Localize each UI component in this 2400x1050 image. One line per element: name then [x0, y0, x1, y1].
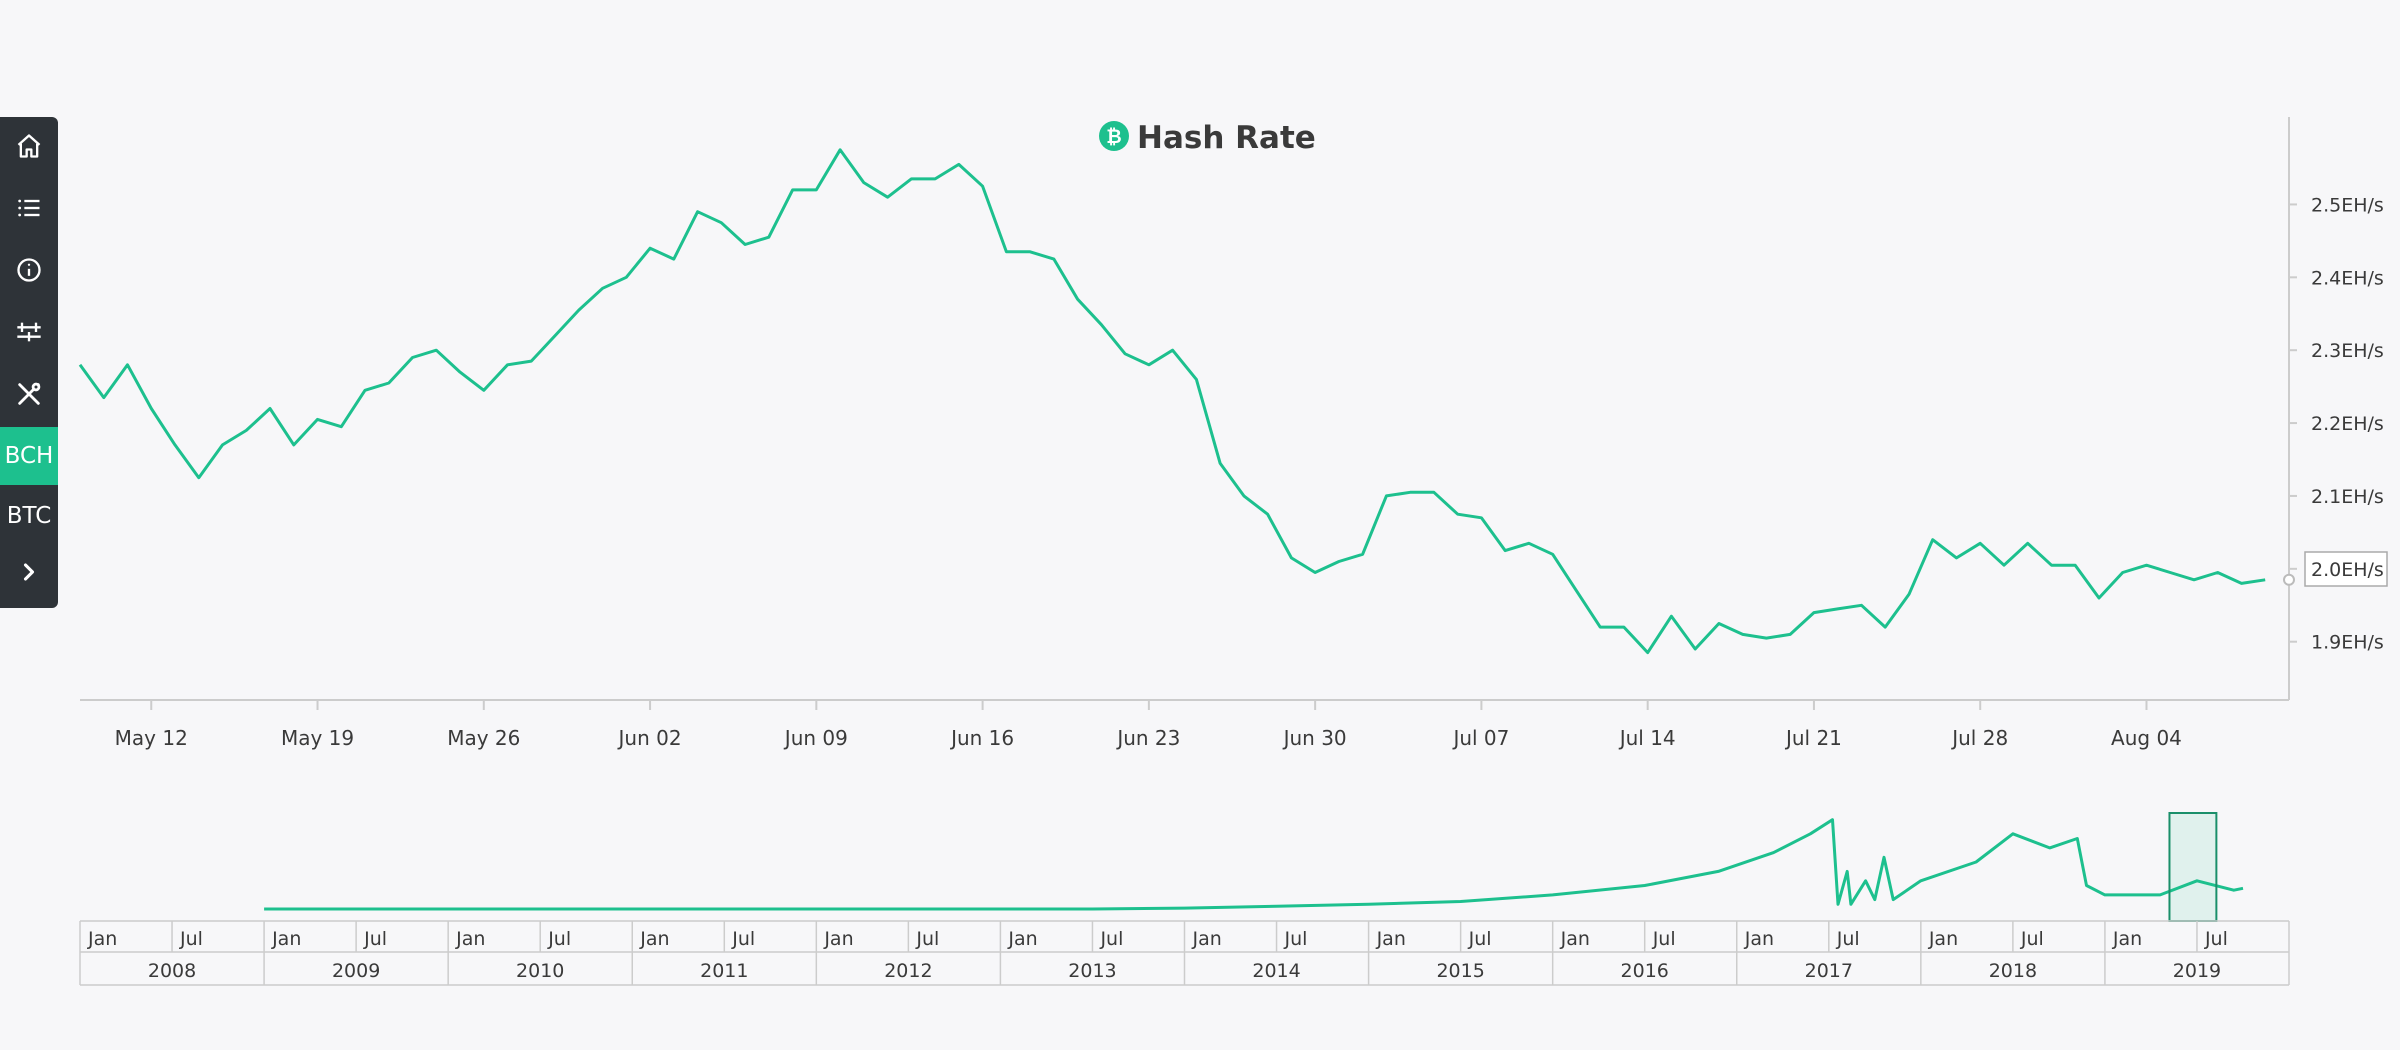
navigator-month-label: Jan [1192, 928, 1222, 950]
navigator-year-label: 2015 [1436, 960, 1484, 982]
tools-icon [18, 382, 41, 405]
btc-label: BTC [6, 503, 52, 529]
navigator-month-label: Jul [1836, 928, 1860, 950]
navigator-month-label: Jan [1744, 928, 1774, 950]
navigator-month-label: Jul [363, 928, 387, 950]
current-value-label: 2.0EH/s [2311, 559, 2384, 581]
x-tick-label: Aug 04 [2111, 726, 2182, 750]
sidebar-item-expand[interactable] [0, 543, 58, 601]
sidebar: BCH BTC [0, 117, 58, 608]
sidebar-item-btc[interactable]: BTC [0, 487, 58, 545]
sidebar-item-info[interactable] [0, 241, 58, 299]
navigator-month-label: Jan [1376, 928, 1406, 950]
navigator-year-label: 2010 [516, 960, 564, 982]
navigator-year-label: 2012 [884, 960, 932, 982]
navigator-month-label: Jul [547, 928, 571, 950]
navigator-series-line [264, 818, 2244, 911]
navigator-month-label: Jul [2020, 928, 2044, 950]
navigator-month-label: Jan [2112, 928, 2142, 950]
x-tick-label: May 19 [281, 726, 354, 750]
navigator-year-label: 2011 [700, 960, 748, 982]
navigator-year-label: 2019 [2173, 960, 2221, 982]
navigator-month-label: Jan [87, 928, 117, 950]
x-tick-label: Jun 02 [617, 726, 682, 750]
x-tick-label: Jun 09 [783, 726, 848, 750]
series-line-hash-rate [78, 148, 2266, 655]
x-tick-label: Jun 16 [949, 726, 1014, 750]
x-tick-label: Jul 14 [1618, 726, 1676, 750]
bch-label: BCH [4, 443, 54, 469]
sidebar-item-settings[interactable] [0, 303, 58, 361]
navigator-selection[interactable] [2168, 812, 2218, 922]
navigator-month-label: Jan [455, 928, 485, 950]
navigator-month-label: Jul [2204, 928, 2228, 950]
navigator-month-label: Jan [823, 928, 853, 950]
sidebar-item-list[interactable] [0, 179, 58, 237]
current-value-badge: 2.0EH/s [2304, 551, 2388, 587]
current-value-marker [2283, 573, 2295, 586]
sidebar-item-home[interactable] [0, 117, 58, 175]
chevron-right-icon [23, 563, 35, 581]
navigator-month-label: Jul [1099, 928, 1123, 950]
x-tick-label: May 26 [447, 726, 520, 750]
navigator-month-label: Jan [271, 928, 301, 950]
navigator-year-label: 2009 [332, 960, 380, 982]
bitcoin-cash-glyph: ₿ [1106, 126, 1121, 148]
navigator-month-label: Jan [1560, 928, 1590, 950]
x-tick-label: Jul 21 [1784, 726, 1842, 750]
chart-title-text: Hash Rate [1137, 120, 1316, 156]
bitcoin-cash-icon [1099, 121, 1129, 151]
navigator-month-label: Jul [179, 928, 203, 950]
sidebar-item-tools[interactable] [0, 365, 58, 423]
chart-title: ₿ Hash Rate [1099, 120, 1316, 156]
y-tick-label: 2.2EH/s [2311, 413, 2384, 435]
info-icon [17, 258, 41, 282]
navigator-month-label: Jul [731, 928, 755, 950]
navigator-year-label: 2018 [1989, 960, 2037, 982]
y-tick-label: 2.4EH/s [2311, 267, 2384, 289]
sidebar-item-bch[interactable]: BCH [0, 427, 58, 485]
navigator-month-label: Jul [915, 928, 939, 950]
navigator-month-label: Jan [639, 928, 669, 950]
y-tick-label: 2.3EH/s [2311, 340, 2384, 362]
sliders-icon [17, 322, 41, 342]
list-icon [18, 199, 40, 217]
home-icon [17, 134, 41, 158]
x-tick-label: Jun 23 [1115, 726, 1180, 750]
current-value-box [2304, 551, 2388, 587]
navigator-month-label: Jan [1007, 928, 1037, 950]
x-tick-label: Jun 30 [1282, 726, 1347, 750]
navigator-month-label: Jul [1284, 928, 1308, 950]
navigator-year-label: 2008 [148, 960, 196, 982]
navigator-month-label: Jan [1928, 928, 1958, 950]
navigator-month-label: Jul [1652, 928, 1676, 950]
y-tick-label: 2.5EH/s [2311, 194, 2384, 216]
navigator-month-label: Jul [1468, 928, 1492, 950]
x-tick-label: May 12 [115, 726, 188, 750]
navigator-year-label: 2017 [1805, 960, 1853, 982]
navigator-year-label: 2016 [1621, 960, 1669, 982]
y-tick-label: 1.9EH/s [2311, 632, 2384, 654]
navigator-year-label: 2013 [1068, 960, 1116, 982]
x-tick-label: Jul 28 [1950, 726, 2008, 750]
navigator[interactable]: Jan Jul 2008 Jan Jul 2009 Jan Jul 2010 Jan Jul 2011… [79, 812, 2290, 986]
y-tick-label: 2.1EH/s [2311, 486, 2384, 508]
navigator-year-label: 2014 [1252, 960, 1300, 982]
x-tick-label: Jul 07 [1451, 726, 1509, 750]
